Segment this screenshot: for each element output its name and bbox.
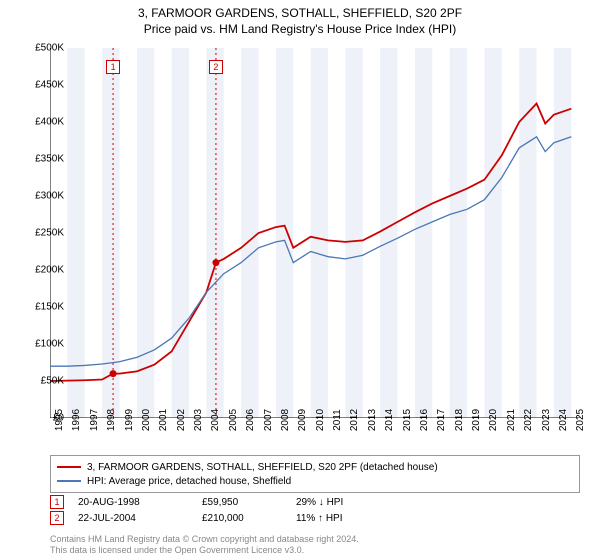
sales-table: 1 20-AUG-1998 £59,950 29% ↓ HPI 2 22-JUL…: [50, 494, 386, 526]
xtick-label: 1995: [54, 409, 65, 431]
ytick-label: £250K: [24, 228, 64, 239]
sale-marker-box: 1: [106, 60, 120, 74]
chart-container: 3, FARMOOR GARDENS, SOTHALL, SHEFFIELD, …: [0, 0, 600, 560]
ytick-label: £150K: [24, 302, 64, 313]
xtick-label: 2017: [436, 409, 447, 431]
xtick-label: 2016: [419, 409, 430, 431]
ytick-label: £350K: [24, 154, 64, 165]
xtick-label: 2000: [141, 409, 152, 431]
legend-swatch: [57, 480, 81, 482]
ytick-label: £400K: [24, 117, 64, 128]
xtick-label: 2005: [228, 409, 239, 431]
footer-line: This data is licensed under the Open Gov…: [50, 545, 359, 556]
sales-row: 1 20-AUG-1998 £59,950 29% ↓ HPI: [50, 494, 386, 510]
sale-delta: 29% ↓ HPI: [296, 497, 386, 508]
title-block: 3, FARMOOR GARDENS, SOTHALL, SHEFFIELD, …: [0, 0, 600, 36]
xtick-label: 2004: [210, 409, 221, 431]
xtick-label: 2007: [263, 409, 274, 431]
sale-delta: 11% ↑ HPI: [296, 513, 386, 524]
sale-date: 22-JUL-2004: [78, 513, 188, 524]
xtick-label: 2018: [454, 409, 465, 431]
xtick-label: 2006: [245, 409, 256, 431]
legend: 3, FARMOOR GARDENS, SOTHALL, SHEFFIELD, …: [50, 455, 580, 493]
footer-line: Contains HM Land Registry data © Crown c…: [50, 534, 359, 545]
xtick-label: 2002: [176, 409, 187, 431]
legend-item: HPI: Average price, detached house, Shef…: [57, 474, 573, 488]
sale-date: 20-AUG-1998: [78, 497, 188, 508]
sales-row: 2 22-JUL-2004 £210,000 11% ↑ HPI: [50, 510, 386, 526]
xtick-label: 2003: [193, 409, 204, 431]
xtick-label: 2023: [541, 409, 552, 431]
chart-title: 3, FARMOOR GARDENS, SOTHALL, SHEFFIELD, …: [0, 6, 600, 20]
xtick-label: 2009: [297, 409, 308, 431]
xtick-label: 2020: [488, 409, 499, 431]
sale-price: £210,000: [202, 513, 282, 524]
chart-subtitle: Price paid vs. HM Land Registry's House …: [0, 22, 600, 36]
ytick-label: £300K: [24, 191, 64, 202]
xtick-label: 2013: [367, 409, 378, 431]
ytick-label: £100K: [24, 339, 64, 350]
xtick-label: 2024: [558, 409, 569, 431]
xtick-label: 2014: [384, 409, 395, 431]
sale-marker-icon: 1: [50, 495, 64, 509]
xtick-label: 1999: [124, 409, 135, 431]
chart-area: [50, 48, 580, 418]
ytick-label: £50K: [24, 376, 64, 387]
xtick-label: 1996: [71, 409, 82, 431]
ytick-label: £500K: [24, 43, 64, 54]
xtick-label: 2011: [332, 409, 343, 431]
xtick-label: 2008: [280, 409, 291, 431]
xtick-label: 2010: [315, 409, 326, 431]
xtick-label: 2015: [402, 409, 413, 431]
xtick-label: 2012: [349, 409, 360, 431]
xtick-label: 2022: [523, 409, 534, 431]
xtick-label: 1998: [106, 409, 117, 431]
xtick-label: 2025: [575, 409, 586, 431]
legend-item: 3, FARMOOR GARDENS, SOTHALL, SHEFFIELD, …: [57, 460, 573, 474]
legend-label: 3, FARMOOR GARDENS, SOTHALL, SHEFFIELD, …: [87, 462, 438, 473]
chart-svg: [50, 48, 580, 418]
xtick-label: 2021: [506, 409, 517, 431]
xtick-label: 1997: [89, 409, 100, 431]
sale-marker-box: 2: [209, 60, 223, 74]
ytick-label: £450K: [24, 80, 64, 91]
ytick-label: £200K: [24, 265, 64, 276]
xtick-label: 2001: [158, 409, 169, 431]
sale-marker-icon: 2: [50, 511, 64, 525]
footer: Contains HM Land Registry data © Crown c…: [50, 534, 359, 556]
legend-swatch: [57, 466, 81, 468]
sale-price: £59,950: [202, 497, 282, 508]
legend-label: HPI: Average price, detached house, Shef…: [87, 476, 291, 487]
xtick-label: 2019: [471, 409, 482, 431]
